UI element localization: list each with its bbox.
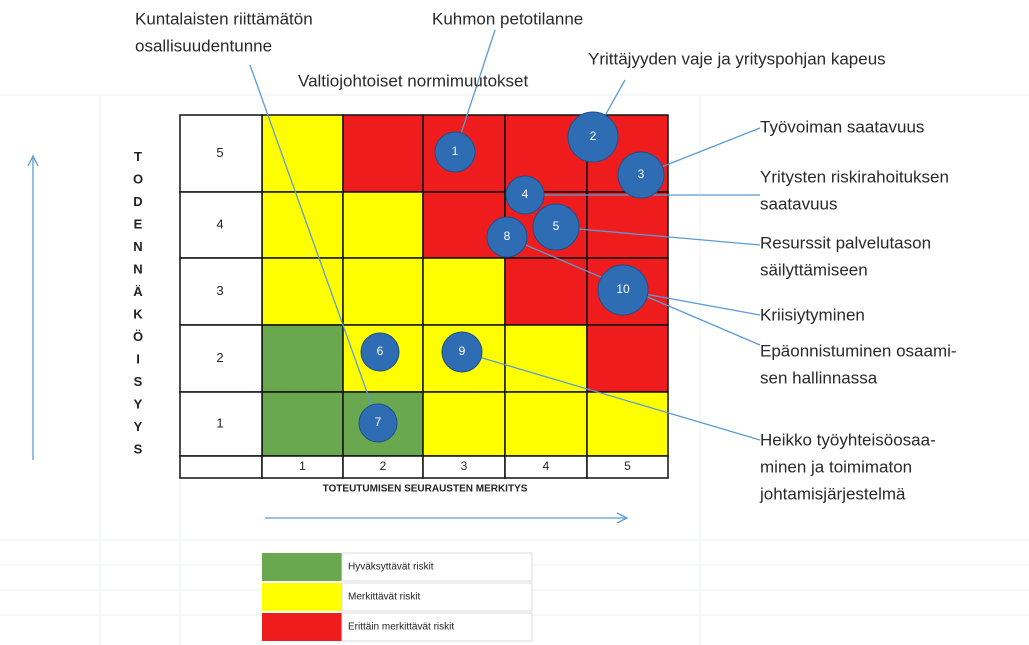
risk-label: Heikko työyhteisöosaa- (760, 430, 936, 449)
risk-number: 5 (553, 219, 560, 233)
legend-label: Hyväksyttävät riskit (348, 562, 434, 573)
leader-line (249, 64, 379, 424)
leader-line (454, 29, 496, 153)
risk-marker (567, 111, 619, 163)
matrix-cell (261, 324, 344, 393)
matrix-cell (261, 191, 344, 259)
matrix-cell (504, 391, 588, 457)
leader-line (555, 226, 761, 246)
legend-box (341, 582, 533, 612)
risk-label: johtamisjärjestelmä (759, 484, 906, 503)
corner-cell (179, 455, 263, 479)
risk-number: 9 (459, 344, 466, 358)
column-label: 1 (299, 459, 306, 473)
matrix-cell (422, 257, 506, 326)
risk-label: minen ja toimimaton (760, 457, 912, 476)
matrix-cell (586, 324, 669, 393)
risk-label: Yrittäjyyden vaje ja yrityspohjan kapeus (588, 49, 886, 68)
risk-number: 6 (377, 344, 384, 358)
risk-marker (505, 175, 545, 215)
legend-box (341, 552, 533, 582)
matrix-cell (342, 114, 424, 193)
row-label: 1 (216, 415, 223, 430)
matrix-cell (261, 391, 344, 457)
risk-marker (532, 203, 580, 251)
matrix-cell (342, 191, 424, 259)
risk-number: 1 (452, 144, 459, 158)
column-label: 3 (461, 459, 468, 473)
risk-label: Kuntalaisten riittämätön (135, 9, 313, 28)
legend-swatch (262, 583, 342, 611)
row-label: 4 (216, 216, 223, 231)
row-label: 3 (216, 283, 223, 298)
row-label-cell (179, 114, 263, 193)
row-label: 2 (216, 350, 223, 365)
column-label-cell (586, 455, 669, 479)
risk-marker (486, 216, 528, 258)
risk-label: Kriisiytyminen (760, 305, 865, 324)
risk-number: 3 (638, 167, 645, 181)
matrix-cell (586, 191, 669, 259)
risk-number: 2 (590, 129, 597, 143)
risk-label: saatavuus (760, 194, 838, 213)
matrix-cell (504, 257, 588, 326)
column-label: 2 (380, 459, 387, 473)
leader-line (461, 351, 761, 441)
risk-label: Valtiojohtoiset normimuutokset (298, 71, 529, 90)
risk-marker (617, 151, 665, 199)
matrix-cell (261, 114, 344, 193)
risk-marker (360, 332, 400, 372)
legend-label: Merkittävät riskit (348, 592, 420, 603)
risk-marker (358, 403, 398, 443)
risk-label: osallisuudentunne (135, 36, 272, 55)
row-label: 5 (216, 145, 223, 160)
risk-label: Resurssit palvelutason (760, 233, 931, 252)
risk-label: Työvoiman saatavuus (760, 117, 924, 136)
risk-number: 7 (375, 415, 382, 429)
legend-swatch (262, 613, 342, 641)
axis-arrows (27, 154, 629, 524)
risk-label: Yritysten riskirahoituksen (760, 167, 949, 186)
legend-box (341, 612, 533, 642)
risk-number: 8 (504, 229, 511, 243)
matrix-cell (504, 324, 588, 393)
legend-swatch (262, 553, 342, 581)
matrix-cell (342, 257, 424, 326)
risk-number: 4 (522, 187, 529, 201)
column-label: 5 (624, 459, 631, 473)
row-label-cell (179, 191, 263, 259)
risk-label: säilyttämiseen (760, 260, 868, 279)
risk-marker (434, 131, 476, 173)
risk-number: 10 (616, 282, 630, 296)
risk-label: sen hallinnassa (760, 368, 878, 387)
risk-marker (441, 331, 483, 373)
risk-marker (597, 264, 649, 316)
matrix-cell (586, 391, 669, 457)
x-axis-label: TOTEUTUMISEN SEURAUSTEN MERKITYS (323, 484, 528, 495)
column-label: 4 (543, 459, 550, 473)
matrix-cell (422, 391, 506, 457)
risk-label: Kuhmon petotilanne (432, 9, 583, 28)
legend-label: Erittäin merkittävät riskit (348, 622, 454, 633)
risk-label: Epäonnistuminen osaami- (760, 341, 957, 360)
